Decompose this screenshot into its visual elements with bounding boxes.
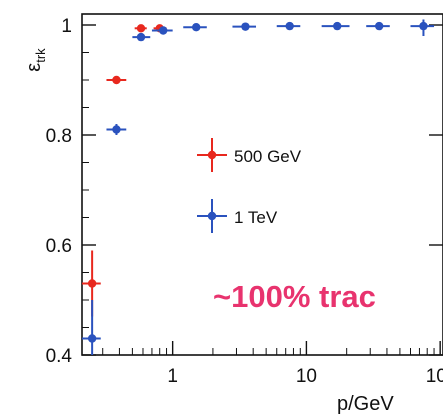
y-axis: 0.4 0.6 0.8 1 <box>46 16 443 367</box>
x-tick-label: 10 <box>296 366 317 387</box>
legend-item: 1 TeV <box>197 199 278 233</box>
x-tick-label-base: 10 <box>296 366 317 387</box>
legend-marker-dot <box>207 150 217 160</box>
y-tick-label: 1 <box>61 16 72 37</box>
series-red <box>82 24 167 317</box>
data-point <box>192 23 201 32</box>
data-point <box>333 21 342 31</box>
x-tick-label-base: 10 <box>426 366 443 387</box>
y-axis-title-sub: trk <box>33 48 48 63</box>
x-tick-label: 1 <box>167 366 178 387</box>
annotation-text: ~100% trac <box>213 279 376 314</box>
data-point <box>136 32 146 42</box>
x-tick-label: 102 <box>426 360 443 387</box>
y-tick-label: 0.4 <box>46 346 73 367</box>
data-point <box>87 279 97 288</box>
legend-label: 500 GeV <box>234 147 302 166</box>
legend: 500 GeV 1 TeV <box>197 138 302 233</box>
series-blue <box>82 19 435 355</box>
data-point <box>374 21 384 31</box>
data-series <box>82 19 435 355</box>
legend-marker-dot <box>207 211 217 221</box>
legend-item: 500 GeV <box>197 138 302 172</box>
data-point <box>87 334 97 343</box>
y-axis-title-main: ε <box>23 63 45 72</box>
data-point <box>159 26 168 35</box>
x-axis-title: p/GeV <box>337 393 394 415</box>
x-tick-label-base: 1 <box>167 366 178 387</box>
plot-frame <box>81 13 443 356</box>
data-point <box>112 125 121 134</box>
data-point <box>112 75 121 85</box>
data-point <box>419 21 428 31</box>
data-point <box>241 22 250 31</box>
x-axis: 110102 <box>102 341 443 387</box>
y-tick-label: 0.8 <box>46 126 72 147</box>
data-point <box>136 24 146 33</box>
data-point <box>285 21 294 31</box>
y-axis-title: εtrk <box>23 48 48 72</box>
y-tick-label: 0.6 <box>46 236 72 257</box>
legend-label: 1 TeV <box>234 208 278 227</box>
